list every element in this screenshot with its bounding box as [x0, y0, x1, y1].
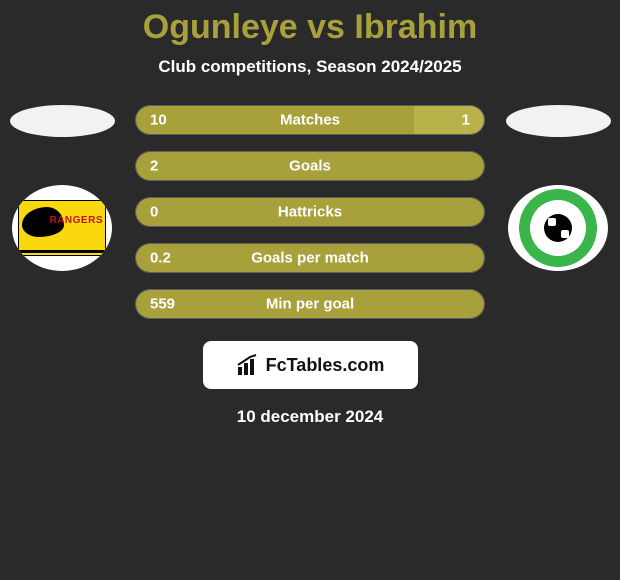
- left-player-col: RANGERS: [7, 105, 117, 271]
- left-club-badge: RANGERS: [12, 185, 112, 271]
- stat-bars: 101Matches 2Goals 0Hattricks 0.2Goals per m…: [135, 105, 485, 319]
- subtitle: Club competitions, Season 2024/2025: [0, 57, 620, 77]
- stat-bar: 0Hattricks: [135, 197, 485, 227]
- rangers-label: RANGERS: [49, 215, 103, 226]
- brand-text: FcTables.com: [266, 355, 385, 376]
- stripe-icon: [19, 250, 105, 253]
- bar-label: Matches: [136, 112, 484, 129]
- stat-bar: 0.2Goals per match: [135, 243, 485, 273]
- stat-bar: 101Matches: [135, 105, 485, 135]
- right-player-avatar: [506, 105, 611, 137]
- rangers-badge: RANGERS: [18, 200, 106, 256]
- katsina-badge: [515, 185, 601, 271]
- bar-label: Goals: [136, 158, 484, 175]
- bar-label: Goals per match: [136, 250, 484, 267]
- bars-chart-icon: [236, 353, 260, 377]
- stat-bar: 559Min per goal: [135, 289, 485, 319]
- comparison-row: RANGERS 101Matches 2Goals 0Hattricks 0.2Goa…: [0, 105, 620, 319]
- left-player-avatar: [10, 105, 115, 137]
- stat-bar: 2Goals: [135, 151, 485, 181]
- right-player-col: [503, 105, 613, 271]
- right-club-badge: [508, 185, 608, 271]
- date-line: 10 december 2024: [0, 407, 620, 427]
- football-icon: [544, 214, 572, 242]
- bar-label: Min per goal: [136, 296, 484, 313]
- brand-box: FcTables.com: [203, 341, 418, 389]
- page-title: Ogunleye vs Ibrahim: [0, 0, 620, 47]
- bar-label: Hattricks: [136, 204, 484, 221]
